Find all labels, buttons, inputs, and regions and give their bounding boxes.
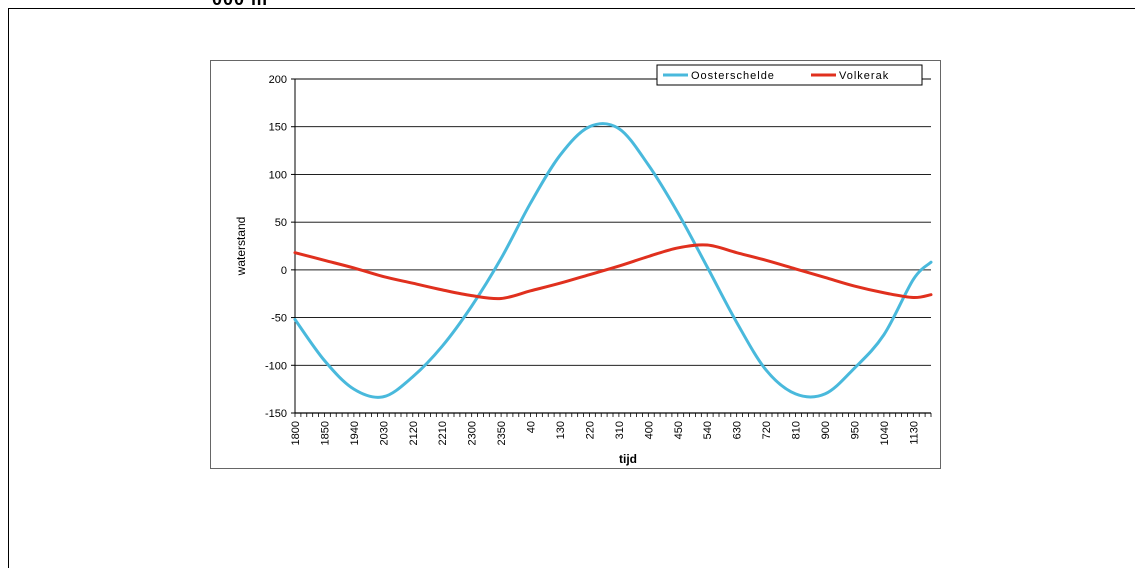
y-axis-title: waterstand bbox=[234, 217, 248, 277]
top-text-fragment: 000 m bbox=[212, 0, 268, 10]
x-tick-label: 540 bbox=[702, 421, 714, 439]
x-tick-label: 1040 bbox=[879, 421, 891, 445]
outer-frame bbox=[8, 8, 1135, 568]
x-tick-label: 1130 bbox=[908, 421, 920, 445]
y-tick-label: -150 bbox=[265, 408, 287, 420]
y-tick-label: 200 bbox=[269, 74, 287, 86]
legend-box bbox=[656, 64, 923, 86]
x-tick-label: 2300 bbox=[467, 421, 479, 445]
x-axis-title: tijd bbox=[619, 452, 637, 466]
gridlines bbox=[295, 78, 931, 366]
line-chart: -150 -100 -50 0 50 100 150 200 1800 1850 1940 2030… bbox=[234, 64, 933, 466]
y-tick-label: 50 bbox=[275, 217, 287, 229]
x-tick-label: 2030 bbox=[378, 421, 390, 445]
x-tick-label: 950 bbox=[849, 421, 861, 439]
y-tick-label: 0 bbox=[281, 265, 287, 277]
legend-label-volkerak: Volkerak bbox=[839, 70, 889, 82]
x-tick-label: 130 bbox=[555, 421, 567, 439]
series-line-volkerak bbox=[293, 243, 933, 301]
x-tick-label: 900 bbox=[820, 421, 832, 439]
y-axis: -150 -100 -50 0 50 100 150 200 bbox=[265, 74, 296, 420]
y-tick-label: 100 bbox=[269, 169, 287, 181]
y-tick-label: 150 bbox=[269, 122, 287, 134]
y-tick-label: -50 bbox=[271, 313, 287, 325]
legend-label-oosterschelde: Oosterschelde bbox=[691, 70, 775, 82]
x-tick-label: 2120 bbox=[408, 421, 420, 445]
x-tick-label: 720 bbox=[761, 421, 773, 439]
x-tick-label: 810 bbox=[791, 421, 803, 439]
page: 000 m -150 -100 -50 0 50 100 150 200 1800 1850 19… bbox=[8, 0, 1135, 568]
x-tick-label: 220 bbox=[584, 421, 596, 439]
x-tick-label: 1940 bbox=[349, 421, 361, 445]
x-tick-label: 2210 bbox=[437, 421, 449, 445]
x-tick-label: 310 bbox=[614, 421, 626, 439]
x-tick-label: 400 bbox=[643, 421, 655, 439]
x-tick-label: 630 bbox=[732, 421, 744, 439]
x-axis: 1800 1850 1940 2030 2120 2210 2300 2350 40 130 220… bbox=[290, 412, 932, 445]
x-tick-label: 1800 bbox=[290, 421, 302, 445]
series-line-oosterschelde bbox=[293, 122, 933, 399]
x-tick-label: 1850 bbox=[319, 421, 331, 445]
chart-frame: -150 -100 -50 0 50 100 150 200 1800 1850 1940 2030… bbox=[210, 60, 941, 469]
x-tick-label: 450 bbox=[673, 421, 685, 439]
x-tick-label: 2350 bbox=[496, 421, 508, 445]
x-tick-label: 40 bbox=[526, 421, 538, 433]
y-tick-label: -100 bbox=[265, 360, 287, 372]
legend: Oosterschelde Volkerak bbox=[656, 64, 923, 86]
series-lines bbox=[293, 122, 933, 399]
